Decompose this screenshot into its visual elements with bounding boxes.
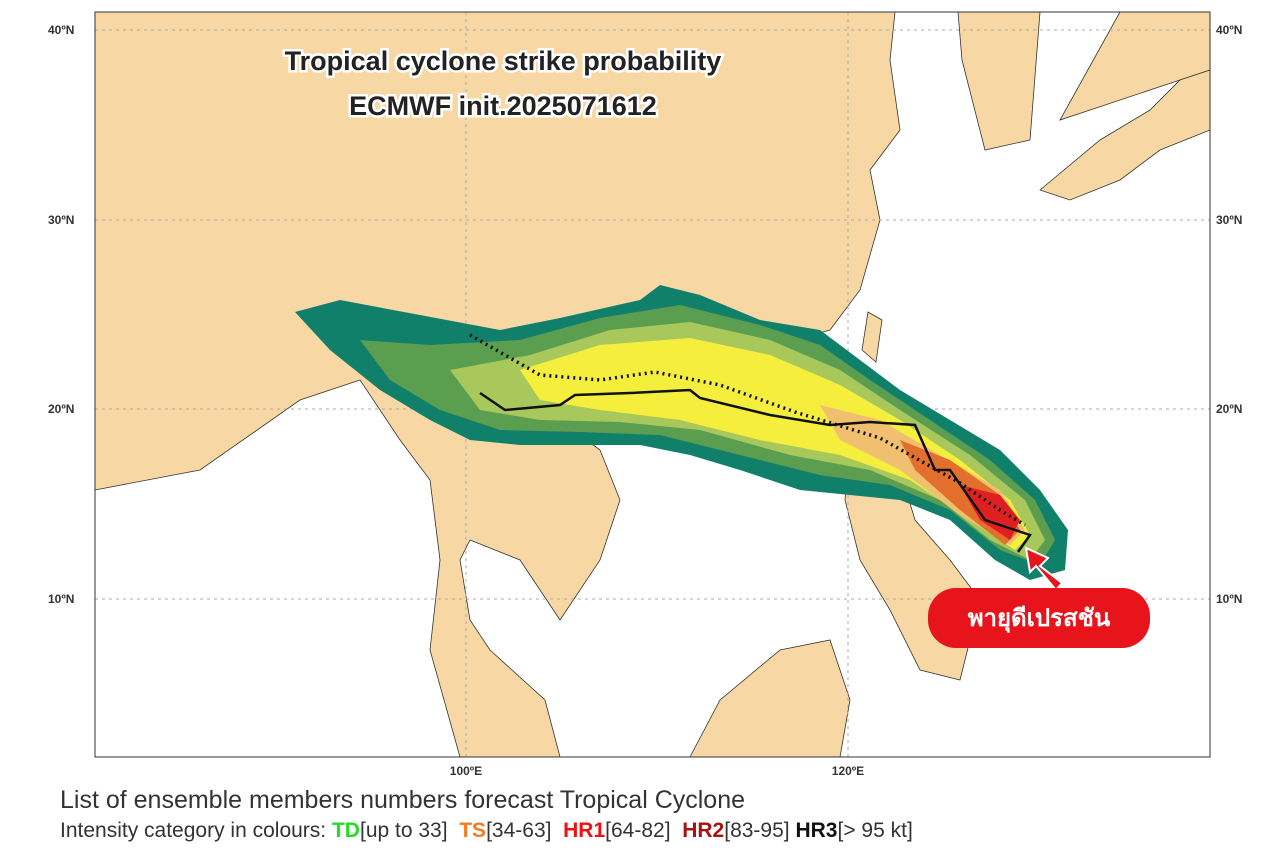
- map: 40ºN 30ºN 20ºN 10ºN 40ºN 30ºN 20ºN 10ºN …: [48, 11, 1242, 778]
- category-name: HR2: [682, 819, 725, 842]
- lat-label: 10ºN: [48, 592, 74, 606]
- legend-category: HR3[> 95 kt]: [795, 819, 912, 842]
- category-range: [> 95 kt]: [837, 819, 913, 842]
- track-mean: [479, 388, 1032, 553]
- lat-label: 30ºN: [1216, 213, 1242, 227]
- lat-label: 20ºN: [1216, 402, 1242, 416]
- legend-category: HR1[64-82]: [563, 819, 670, 842]
- lat-labels: 40ºN 30ºN 20ºN 10ºN 40ºN 30ºN 20ºN 10ºN …: [48, 23, 1242, 778]
- callout-text: พายุดีเปรสชัน: [968, 605, 1111, 634]
- legend-prefix: Intensity category in colours:: [60, 819, 327, 842]
- legend-category: HR2[83-95]: [682, 819, 789, 842]
- category-name: HR1: [563, 819, 606, 842]
- legend: List of ensemble members numbers forecas…: [60, 786, 913, 843]
- category-range: [up to 33]: [359, 819, 448, 842]
- legend-line: Intensity category in colours: TD[up to …: [60, 819, 913, 843]
- legend-category: TS[34-63]: [459, 819, 551, 842]
- category-range: [34-63]: [486, 819, 552, 842]
- category-name: TS: [459, 819, 487, 842]
- lat-label: 40ºN: [48, 23, 74, 37]
- lat-label: 30ºN: [48, 213, 74, 227]
- title: Tropical cyclone strike probability: [285, 46, 722, 76]
- subtitle: ECMWF init.2025071612: [349, 91, 657, 121]
- lat-label: 40ºN: [1216, 23, 1242, 37]
- category-name: HR3: [795, 819, 838, 842]
- legend-line: List of ensemble members numbers forecas…: [60, 786, 746, 814]
- category-range: [83-95]: [724, 819, 790, 842]
- callout-arrow: [1024, 546, 1064, 592]
- lat-label: 10ºN: [1216, 592, 1242, 606]
- callout-box: [928, 588, 1150, 648]
- category-range: [64-82]: [605, 819, 671, 842]
- frame: [94, 11, 1211, 758]
- category-name: TD: [331, 819, 360, 842]
- lon-label: 120ºE: [832, 764, 864, 778]
- track-control: [469, 333, 1026, 527]
- legend-category: TD[up to 33]: [332, 819, 448, 842]
- taiwan: [861, 311, 883, 363]
- lat-label: 20ºN: [48, 402, 74, 416]
- lon-label: 100ºE: [450, 764, 482, 778]
